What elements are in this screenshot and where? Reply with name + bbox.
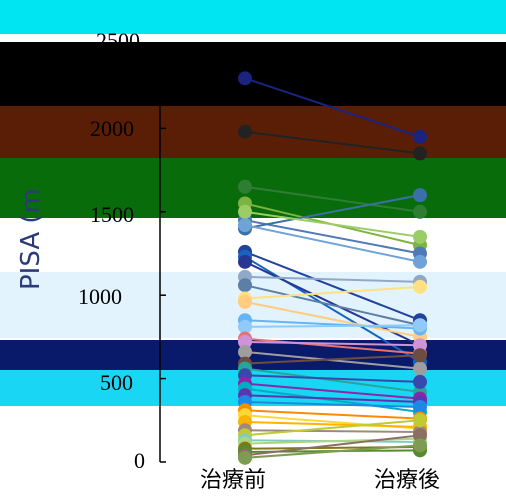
point-after xyxy=(413,188,427,203)
point-after xyxy=(413,413,427,428)
series-line xyxy=(244,340,421,347)
series-line xyxy=(244,387,421,413)
point-after xyxy=(413,318,427,333)
y-tick-label: 0 xyxy=(134,448,145,473)
point-after xyxy=(413,146,427,161)
point-after xyxy=(413,428,427,443)
y-axis-label: PISA (m xyxy=(16,188,46,290)
series-line xyxy=(244,130,421,155)
y-tick-label: 2500 xyxy=(96,28,140,53)
series-line xyxy=(244,382,421,400)
series-1 xyxy=(238,124,427,161)
point-after xyxy=(413,129,427,144)
series-18 xyxy=(238,334,427,353)
series-16 xyxy=(238,318,427,334)
series-line xyxy=(244,219,421,255)
series-line xyxy=(244,374,421,383)
point-after xyxy=(413,348,427,363)
series-line xyxy=(244,434,421,457)
series-line xyxy=(244,419,421,437)
series-line xyxy=(244,324,421,328)
point-after xyxy=(413,399,427,414)
series-line xyxy=(244,275,421,283)
series-line xyxy=(244,77,421,138)
point-before xyxy=(238,344,252,359)
series-line xyxy=(244,394,421,403)
series-line xyxy=(244,224,421,263)
series-13 xyxy=(238,279,427,306)
point-before xyxy=(238,334,252,349)
point-after xyxy=(413,254,427,269)
series-line xyxy=(244,210,421,238)
series-line xyxy=(244,250,421,322)
series-7 xyxy=(238,218,427,269)
series-line xyxy=(244,285,421,300)
x-tick-label-after: 治療後 xyxy=(374,468,441,493)
point-after xyxy=(413,361,427,376)
series-line xyxy=(244,429,421,433)
series-line xyxy=(244,300,421,338)
y-tick-label: 1500 xyxy=(90,202,134,227)
point-after xyxy=(413,338,427,353)
point-after xyxy=(413,229,427,244)
point-before xyxy=(238,450,252,465)
series-line xyxy=(244,260,421,347)
series-line xyxy=(244,337,421,355)
point-after xyxy=(413,374,427,389)
series-2 xyxy=(238,179,427,219)
point-after xyxy=(413,438,427,453)
series-line xyxy=(244,194,421,230)
series-line xyxy=(244,420,421,428)
series-5 xyxy=(238,188,427,236)
series-line xyxy=(244,444,421,459)
overlay-band-black xyxy=(0,42,506,106)
point-before xyxy=(238,294,252,309)
series-line xyxy=(244,354,421,365)
point-before xyxy=(238,71,252,86)
y-tick-label: 2000 xyxy=(90,116,134,141)
series-6 xyxy=(238,204,427,244)
series-line xyxy=(244,319,421,330)
series-line xyxy=(244,284,421,327)
series-4 xyxy=(238,213,427,261)
point-before xyxy=(238,319,252,334)
series-0 xyxy=(238,71,427,144)
top-banner xyxy=(0,0,506,34)
point-before xyxy=(238,124,252,139)
series-line xyxy=(244,409,421,420)
y-tick-label: 1000 xyxy=(78,284,122,309)
series-37 xyxy=(238,438,427,465)
point-after xyxy=(413,204,427,219)
series-line xyxy=(244,367,421,393)
point-before xyxy=(238,179,252,194)
series-line xyxy=(244,185,421,213)
point-before xyxy=(238,278,252,293)
series-line xyxy=(244,400,421,408)
point-before xyxy=(238,204,252,219)
point-before xyxy=(238,218,252,233)
y-tick-label: 500 xyxy=(100,370,133,395)
point-after xyxy=(413,279,427,294)
x-tick-label-before: 治療前 xyxy=(200,468,267,493)
point-before xyxy=(238,254,252,269)
